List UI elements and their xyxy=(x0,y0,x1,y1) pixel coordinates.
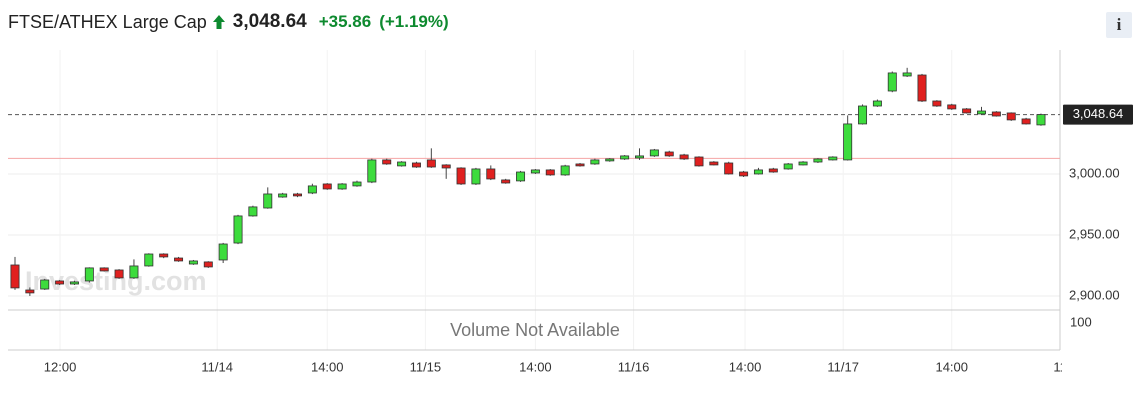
candle-body xyxy=(605,158,615,162)
candle-body xyxy=(530,169,540,174)
candle-body xyxy=(649,149,659,157)
candle-body xyxy=(798,161,808,166)
y-tick-label: 3,000.00 xyxy=(1069,165,1120,180)
volume-axis-label: 100 xyxy=(1070,314,1092,329)
x-tick-label: 11/15 xyxy=(410,359,442,374)
x-tick-label: 14:00 xyxy=(519,359,552,374)
candle-body xyxy=(947,104,957,110)
candle-body xyxy=(174,257,184,262)
candle-body xyxy=(367,159,377,183)
candle-body xyxy=(263,193,273,209)
candle-body xyxy=(991,111,1001,117)
instrument-title: FTSE/ATHEX Large Cap xyxy=(8,11,207,32)
candle-body xyxy=(10,264,20,289)
candle-body xyxy=(486,168,496,180)
candle-body xyxy=(188,260,198,265)
candle-body xyxy=(218,243,228,261)
x-tick-label: 14:00 xyxy=(935,359,968,374)
candle-body xyxy=(843,123,853,161)
candle-body xyxy=(307,185,317,194)
candle-body xyxy=(768,168,778,173)
candle-body xyxy=(456,167,466,185)
candle-body xyxy=(813,158,823,163)
candle-body xyxy=(144,253,154,267)
candle-body xyxy=(69,281,79,285)
candle-body xyxy=(932,100,942,107)
candle-body xyxy=(828,156,838,161)
x-tick-label: 14:00 xyxy=(729,359,762,374)
price-change-percent: (+1.19%) xyxy=(379,12,449,31)
x-tick-label: 12:00 xyxy=(44,359,77,374)
candle-body xyxy=(635,155,644,159)
up-arrow xyxy=(212,15,225,29)
candle-body xyxy=(322,183,332,190)
candle-body xyxy=(977,110,986,115)
candle-body xyxy=(516,171,526,182)
y-tick-label: 2,900.00 xyxy=(1069,287,1120,302)
volume-note: Volume Not Available xyxy=(450,320,620,340)
candle-body xyxy=(501,179,511,184)
candle-body xyxy=(471,168,481,185)
candle-body xyxy=(590,159,600,165)
x-tick-label: 11/16 xyxy=(618,359,650,374)
candle-body xyxy=(99,267,109,272)
candle-body xyxy=(248,206,258,217)
last-price: 3,048.64 xyxy=(232,11,307,32)
candle-body xyxy=(159,253,169,258)
candle-body xyxy=(887,72,897,92)
candle-body xyxy=(84,267,94,282)
candle-body xyxy=(411,162,421,168)
candle-body xyxy=(55,280,65,285)
y-tick-label: 2,950.00 xyxy=(1069,226,1120,241)
candle-body xyxy=(709,161,719,166)
candle-body xyxy=(858,105,868,125)
candle-body xyxy=(129,265,139,279)
candle-body xyxy=(724,162,734,175)
price-change: +35.86 xyxy=(318,12,372,31)
x-tick-label: 14:00 xyxy=(311,359,344,374)
candle-body xyxy=(872,100,882,107)
candle-body xyxy=(545,169,555,176)
x-labels: 12:00 11/14 14:00 11/15 14:00 11/16 14:00 11/17… xyxy=(44,359,1085,374)
candle-body xyxy=(25,289,35,294)
candle-body xyxy=(739,171,749,177)
last-price-tag xyxy=(1063,104,1133,125)
candle-body xyxy=(694,156,704,167)
candle-body xyxy=(293,193,302,197)
candle-body xyxy=(753,169,763,175)
candle-body xyxy=(426,159,436,168)
header: FTSE/ATHEX Large Cap 3,048.64 +35.86 (+1… xyxy=(8,9,449,35)
candle-body xyxy=(575,163,585,167)
candle-body xyxy=(917,74,927,102)
candle-body xyxy=(1036,114,1046,126)
candle-body xyxy=(1006,112,1016,121)
candle-body xyxy=(114,269,124,279)
x-tick-label: 11/17 xyxy=(827,359,859,374)
info-button[interactable]: i xyxy=(1106,12,1132,38)
candle-body xyxy=(40,279,50,290)
candle-body xyxy=(397,161,407,167)
candle-body xyxy=(278,193,288,198)
candle-body xyxy=(1021,118,1031,125)
x-tick-label: 11/14 xyxy=(201,359,233,374)
candle-body xyxy=(620,155,630,160)
x-tick-label: 11/18 xyxy=(1053,359,1085,374)
candle-body xyxy=(962,108,972,114)
candle-body xyxy=(679,154,689,160)
last-price-tag-label: 3,048.64 xyxy=(1073,106,1124,121)
candle-body xyxy=(664,151,674,157)
candle-body xyxy=(233,215,243,244)
candle-body xyxy=(352,181,362,187)
candle-body xyxy=(783,163,793,170)
candle-body xyxy=(203,261,213,268)
candle-body xyxy=(560,165,570,176)
candle-body xyxy=(441,164,451,169)
candle-body xyxy=(337,183,347,190)
candle-body xyxy=(382,159,392,165)
candle-body xyxy=(902,72,912,77)
